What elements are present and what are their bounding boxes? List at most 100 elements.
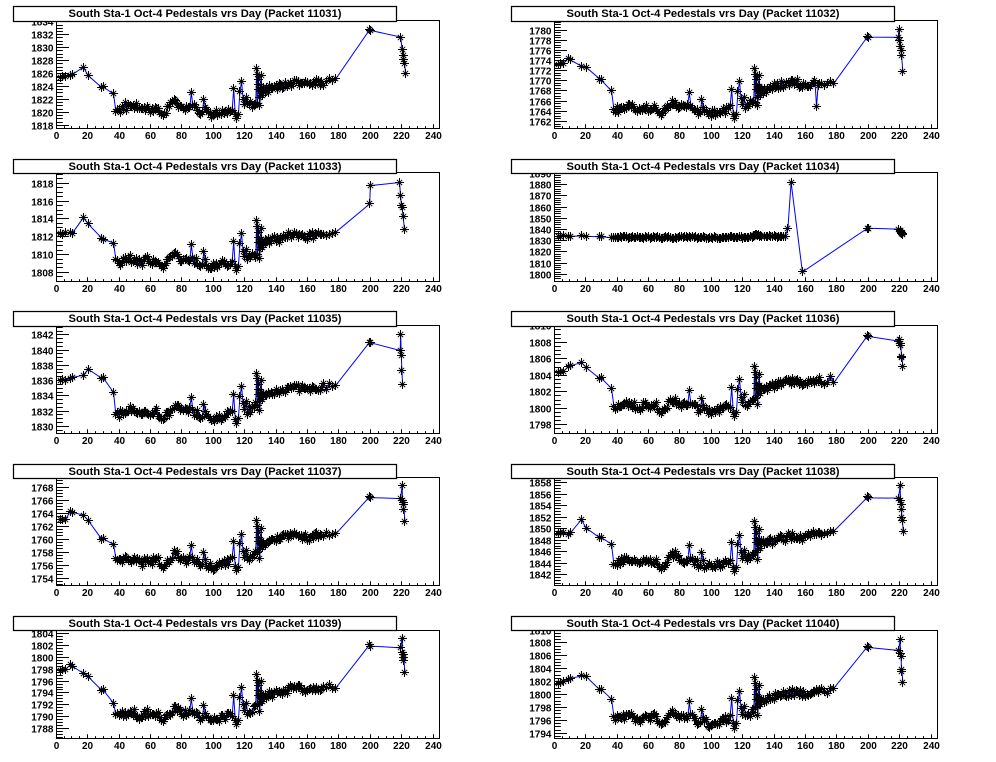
svg-text:100: 100 bbox=[205, 131, 222, 142]
svg-text:160: 160 bbox=[797, 436, 814, 447]
svg-text:40: 40 bbox=[612, 588, 624, 599]
svg-text:180: 180 bbox=[828, 588, 845, 599]
svg-text:1764: 1764 bbox=[529, 107, 552, 118]
svg-text:100: 100 bbox=[205, 284, 222, 295]
svg-text:160: 160 bbox=[299, 284, 316, 295]
svg-text:1806: 1806 bbox=[529, 651, 552, 662]
svg-text:1796: 1796 bbox=[529, 716, 552, 727]
svg-text:180: 180 bbox=[828, 436, 845, 447]
svg-text:1844: 1844 bbox=[529, 559, 552, 570]
svg-text:120: 120 bbox=[236, 741, 253, 752]
svg-text:1794: 1794 bbox=[31, 688, 54, 699]
svg-text:180: 180 bbox=[828, 741, 845, 752]
svg-text:1762: 1762 bbox=[31, 522, 54, 533]
svg-text:240: 240 bbox=[923, 741, 940, 752]
svg-text:140: 140 bbox=[766, 741, 783, 752]
svg-text:140: 140 bbox=[766, 588, 783, 599]
svg-text:40: 40 bbox=[114, 284, 126, 295]
svg-text:1792: 1792 bbox=[31, 700, 54, 711]
svg-text:1800: 1800 bbox=[529, 404, 552, 415]
svg-text:240: 240 bbox=[923, 131, 940, 142]
svg-text:1802: 1802 bbox=[31, 641, 54, 652]
svg-text:160: 160 bbox=[299, 436, 316, 447]
svg-text:1800: 1800 bbox=[31, 653, 54, 664]
svg-text:1818: 1818 bbox=[31, 121, 54, 132]
svg-text:240: 240 bbox=[923, 436, 940, 447]
svg-text:160: 160 bbox=[797, 284, 814, 295]
svg-text:0: 0 bbox=[54, 436, 60, 447]
svg-text:1810: 1810 bbox=[529, 259, 552, 270]
svg-text:0: 0 bbox=[54, 588, 60, 599]
svg-text:60: 60 bbox=[643, 284, 655, 295]
svg-text:0: 0 bbox=[54, 284, 60, 295]
svg-text:1802: 1802 bbox=[529, 677, 552, 688]
svg-text:20: 20 bbox=[82, 436, 94, 447]
svg-text:40: 40 bbox=[612, 284, 624, 295]
svg-text:20: 20 bbox=[580, 131, 592, 142]
svg-text:240: 240 bbox=[923, 588, 940, 599]
svg-text:South Sta-1 Oct-4 Pedestals vr: South Sta-1 Oct-4 Pedestals vrs Day (Pac… bbox=[567, 161, 840, 173]
svg-text:1880: 1880 bbox=[529, 180, 552, 191]
svg-text:1798: 1798 bbox=[529, 420, 552, 431]
svg-text:240: 240 bbox=[425, 436, 442, 447]
svg-text:0: 0 bbox=[552, 436, 558, 447]
svg-text:100: 100 bbox=[703, 588, 720, 599]
svg-text:220: 220 bbox=[393, 588, 410, 599]
svg-text:1828: 1828 bbox=[31, 56, 54, 67]
svg-text:200: 200 bbox=[362, 588, 379, 599]
svg-text:120: 120 bbox=[734, 741, 751, 752]
svg-text:220: 220 bbox=[891, 284, 908, 295]
svg-text:80: 80 bbox=[176, 588, 188, 599]
svg-text:120: 120 bbox=[734, 131, 751, 142]
svg-text:1798: 1798 bbox=[31, 665, 54, 676]
svg-text:1798: 1798 bbox=[529, 703, 552, 714]
svg-text:South Sta-1 Oct-4 Pedestals vr: South Sta-1 Oct-4 Pedestals vrs Day (Pac… bbox=[69, 466, 342, 478]
svg-text:180: 180 bbox=[330, 436, 347, 447]
svg-text:1850: 1850 bbox=[529, 214, 552, 225]
svg-text:200: 200 bbox=[860, 588, 877, 599]
svg-text:0: 0 bbox=[552, 284, 558, 295]
svg-text:160: 160 bbox=[797, 588, 814, 599]
svg-text:1834: 1834 bbox=[31, 391, 54, 402]
svg-text:120: 120 bbox=[734, 284, 751, 295]
svg-text:100: 100 bbox=[703, 741, 720, 752]
svg-text:0: 0 bbox=[54, 131, 60, 142]
svg-text:1854: 1854 bbox=[529, 501, 552, 512]
svg-text:80: 80 bbox=[674, 588, 686, 599]
svg-text:120: 120 bbox=[734, 588, 751, 599]
svg-text:0: 0 bbox=[552, 131, 558, 142]
svg-text:160: 160 bbox=[797, 131, 814, 142]
svg-text:1852: 1852 bbox=[529, 513, 552, 524]
svg-text:60: 60 bbox=[145, 588, 157, 599]
svg-text:20: 20 bbox=[580, 284, 592, 295]
svg-text:South Sta-1 Oct-4 Pedestals vr: South Sta-1 Oct-4 Pedestals vrs Day (Pac… bbox=[69, 161, 342, 173]
svg-text:South Sta-1 Oct-4 Pedestals vr: South Sta-1 Oct-4 Pedestals vrs Day (Pac… bbox=[567, 618, 840, 630]
svg-text:1788: 1788 bbox=[31, 724, 54, 735]
svg-text:1816: 1816 bbox=[31, 197, 54, 208]
svg-text:1848: 1848 bbox=[529, 536, 552, 547]
svg-text:140: 140 bbox=[268, 131, 285, 142]
svg-text:200: 200 bbox=[860, 741, 877, 752]
svg-text:160: 160 bbox=[299, 131, 316, 142]
svg-text:1754: 1754 bbox=[31, 574, 54, 585]
svg-text:200: 200 bbox=[362, 741, 379, 752]
svg-text:100: 100 bbox=[205, 436, 222, 447]
svg-text:South Sta-1 Oct-4 Pedestals vr: South Sta-1 Oct-4 Pedestals vrs Day (Pac… bbox=[69, 618, 342, 630]
svg-text:1808: 1808 bbox=[31, 268, 54, 279]
svg-text:60: 60 bbox=[643, 131, 655, 142]
svg-text:1808: 1808 bbox=[529, 338, 552, 349]
svg-text:1836: 1836 bbox=[31, 376, 54, 387]
svg-text:1764: 1764 bbox=[31, 509, 54, 520]
svg-text:1774: 1774 bbox=[529, 56, 552, 67]
svg-text:80: 80 bbox=[176, 741, 188, 752]
svg-text:120: 120 bbox=[236, 131, 253, 142]
svg-text:60: 60 bbox=[145, 284, 157, 295]
svg-text:1758: 1758 bbox=[31, 548, 54, 559]
svg-text:1796: 1796 bbox=[31, 677, 54, 688]
svg-text:20: 20 bbox=[82, 284, 94, 295]
svg-text:60: 60 bbox=[643, 741, 655, 752]
svg-text:1850: 1850 bbox=[529, 524, 552, 535]
svg-text:200: 200 bbox=[362, 436, 379, 447]
svg-text:1780: 1780 bbox=[529, 26, 552, 37]
svg-text:1766: 1766 bbox=[31, 496, 54, 507]
